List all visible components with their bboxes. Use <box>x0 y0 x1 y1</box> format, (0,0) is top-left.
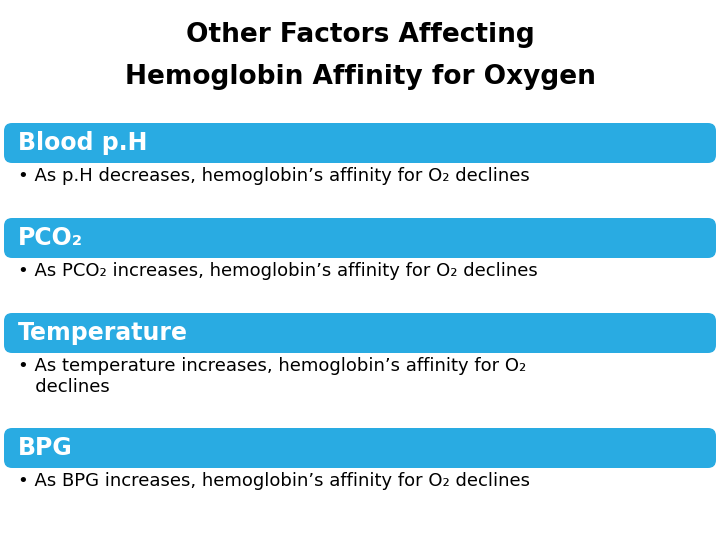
Text: Temperature: Temperature <box>18 321 188 345</box>
Text: Hemoglobin Affinity for Oxygen: Hemoglobin Affinity for Oxygen <box>125 64 595 90</box>
Text: BPG: BPG <box>18 436 73 460</box>
FancyBboxPatch shape <box>4 123 716 163</box>
FancyBboxPatch shape <box>4 313 716 353</box>
Text: PCO₂: PCO₂ <box>18 226 83 250</box>
FancyBboxPatch shape <box>4 428 716 468</box>
Text: Other Factors Affecting: Other Factors Affecting <box>186 22 534 48</box>
FancyBboxPatch shape <box>4 218 716 258</box>
Text: Blood p.H: Blood p.H <box>18 131 148 155</box>
Text: • As temperature increases, hemoglobin’s affinity for O₂
   declines: • As temperature increases, hemoglobin’s… <box>18 357 526 396</box>
Text: • As p.H decreases, hemoglobin’s affinity for O₂ declines: • As p.H decreases, hemoglobin’s affinit… <box>18 167 530 185</box>
Text: • As BPG increases, hemoglobin’s affinity for O₂ declines: • As BPG increases, hemoglobin’s affinit… <box>18 472 530 490</box>
Text: • As PCO₂ increases, hemoglobin’s affinity for O₂ declines: • As PCO₂ increases, hemoglobin’s affini… <box>18 262 538 280</box>
